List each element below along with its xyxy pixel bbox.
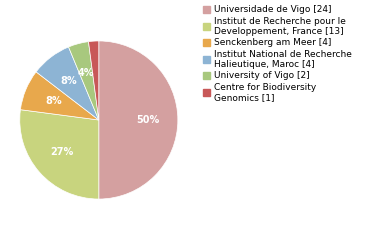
Wedge shape (36, 47, 99, 120)
Wedge shape (89, 41, 99, 120)
Text: 8%: 8% (61, 76, 77, 86)
Text: 8%: 8% (45, 96, 62, 106)
Wedge shape (21, 72, 99, 120)
Text: 4%: 4% (78, 68, 94, 78)
Wedge shape (99, 41, 178, 199)
Text: 50%: 50% (136, 115, 160, 125)
Legend: Universidade de Vigo [24], Institut de Recherche pour le
Developpement, France [: Universidade de Vigo [24], Institut de R… (202, 5, 353, 103)
Wedge shape (20, 110, 99, 199)
Wedge shape (68, 42, 99, 120)
Text: 27%: 27% (50, 147, 74, 157)
